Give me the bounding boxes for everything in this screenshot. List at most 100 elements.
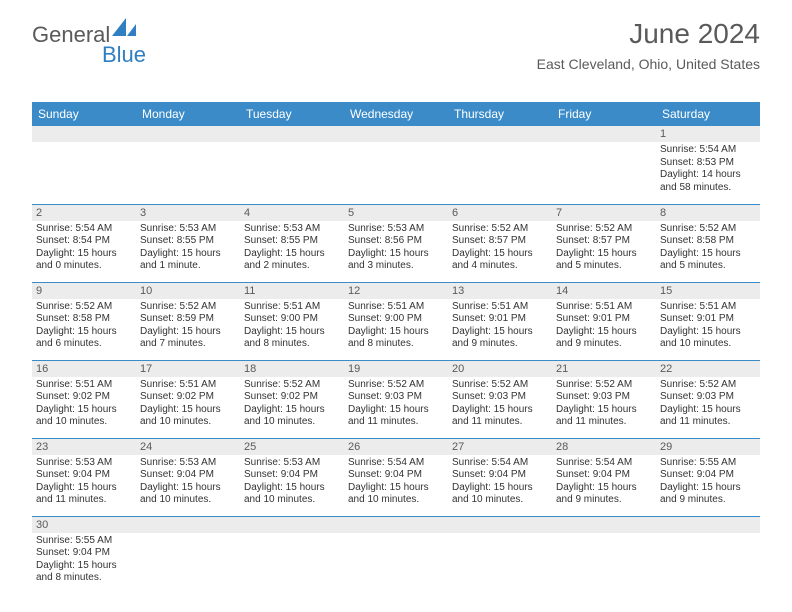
daylight-text: Daylight: 15 hours and 11 minutes. [452, 404, 548, 429]
day-number-empty [448, 126, 552, 142]
sunrise-text: Sunrise: 5:54 AM [452, 457, 548, 470]
sunrise-text: Sunrise: 5:51 AM [36, 379, 132, 392]
sunrise-text: Sunrise: 5:55 AM [36, 535, 132, 548]
day-number: 18 [240, 361, 344, 377]
day-number: 28 [552, 439, 656, 455]
sunrise-text: Sunrise: 5:52 AM [36, 301, 132, 314]
day-cell: 6Sunrise: 5:52 AMSunset: 8:57 PMDaylight… [448, 204, 552, 282]
daylight-text: Daylight: 15 hours and 9 minutes. [660, 482, 756, 507]
sunrise-text: Sunrise: 5:51 AM [140, 379, 236, 392]
sunrise-text: Sunrise: 5:51 AM [660, 301, 756, 314]
daylight-text: Daylight: 15 hours and 10 minutes. [660, 326, 756, 351]
day-number: 3 [136, 205, 240, 221]
day-number: 16 [32, 361, 136, 377]
day-cell: 7Sunrise: 5:52 AMSunset: 8:57 PMDaylight… [552, 204, 656, 282]
day-cell: 5Sunrise: 5:53 AMSunset: 8:56 PMDaylight… [344, 204, 448, 282]
day-number: 14 [552, 283, 656, 299]
day-cell: 9Sunrise: 5:52 AMSunset: 8:58 PMDaylight… [32, 282, 136, 360]
day-body: Sunrise: 5:54 AMSunset: 8:54 PMDaylight:… [32, 221, 136, 275]
sunset-text: Sunset: 8:57 PM [556, 235, 652, 248]
day-number-empty [552, 517, 656, 533]
weekday-header-row: Sunday Monday Tuesday Wednesday Thursday… [32, 102, 760, 126]
sunset-text: Sunset: 9:02 PM [36, 391, 132, 404]
sunrise-text: Sunrise: 5:52 AM [348, 379, 444, 392]
day-cell [448, 126, 552, 204]
sunrise-text: Sunrise: 5:54 AM [660, 144, 756, 157]
day-body: Sunrise: 5:52 AMSunset: 9:02 PMDaylight:… [240, 377, 344, 431]
day-number: 25 [240, 439, 344, 455]
daylight-text: Daylight: 15 hours and 10 minutes. [36, 404, 132, 429]
day-cell: 25Sunrise: 5:53 AMSunset: 9:04 PMDayligh… [240, 438, 344, 516]
day-cell: 27Sunrise: 5:54 AMSunset: 9:04 PMDayligh… [448, 438, 552, 516]
sunset-text: Sunset: 9:02 PM [140, 391, 236, 404]
day-body: Sunrise: 5:52 AMSunset: 8:57 PMDaylight:… [448, 221, 552, 275]
sunrise-text: Sunrise: 5:51 AM [452, 301, 548, 314]
week-row: 1Sunrise: 5:54 AMSunset: 8:53 PMDaylight… [32, 126, 760, 204]
weekday-header: Sunday [32, 102, 136, 126]
weekday-header: Wednesday [344, 102, 448, 126]
daylight-text: Daylight: 15 hours and 11 minutes. [660, 404, 756, 429]
day-cell: 24Sunrise: 5:53 AMSunset: 9:04 PMDayligh… [136, 438, 240, 516]
sunrise-text: Sunrise: 5:52 AM [140, 301, 236, 314]
sunset-text: Sunset: 8:55 PM [244, 235, 340, 248]
sunset-text: Sunset: 9:00 PM [348, 313, 444, 326]
daylight-text: Daylight: 15 hours and 10 minutes. [452, 482, 548, 507]
sunset-text: Sunset: 9:01 PM [556, 313, 652, 326]
day-number-empty [344, 126, 448, 142]
day-cell: 18Sunrise: 5:52 AMSunset: 9:02 PMDayligh… [240, 360, 344, 438]
day-cell [656, 516, 760, 594]
weekday-header: Monday [136, 102, 240, 126]
logo-text-blue: Blue [102, 42, 146, 67]
day-cell: 30Sunrise: 5:55 AMSunset: 9:04 PMDayligh… [32, 516, 136, 594]
week-row: 2Sunrise: 5:54 AMSunset: 8:54 PMDaylight… [32, 204, 760, 282]
daylight-text: Daylight: 15 hours and 10 minutes. [140, 404, 236, 429]
daylight-text: Daylight: 15 hours and 0 minutes. [36, 248, 132, 273]
week-row: 23Sunrise: 5:53 AMSunset: 9:04 PMDayligh… [32, 438, 760, 516]
day-number: 5 [344, 205, 448, 221]
day-cell: 8Sunrise: 5:52 AMSunset: 8:58 PMDaylight… [656, 204, 760, 282]
day-body: Sunrise: 5:53 AMSunset: 8:55 PMDaylight:… [240, 221, 344, 275]
sunset-text: Sunset: 9:02 PM [244, 391, 340, 404]
week-row: 30Sunrise: 5:55 AMSunset: 9:04 PMDayligh… [32, 516, 760, 594]
daylight-text: Daylight: 15 hours and 4 minutes. [452, 248, 548, 273]
sunset-text: Sunset: 9:04 PM [36, 469, 132, 482]
day-cell: 10Sunrise: 5:52 AMSunset: 8:59 PMDayligh… [136, 282, 240, 360]
daylight-text: Daylight: 14 hours and 58 minutes. [660, 169, 756, 194]
sunrise-text: Sunrise: 5:52 AM [660, 379, 756, 392]
daylight-text: Daylight: 15 hours and 8 minutes. [244, 326, 340, 351]
day-number: 7 [552, 205, 656, 221]
daylight-text: Daylight: 15 hours and 7 minutes. [140, 326, 236, 351]
day-cell: 2Sunrise: 5:54 AMSunset: 8:54 PMDaylight… [32, 204, 136, 282]
day-cell [136, 516, 240, 594]
daylight-text: Daylight: 15 hours and 2 minutes. [244, 248, 340, 273]
sunset-text: Sunset: 9:04 PM [348, 469, 444, 482]
sunset-text: Sunset: 9:03 PM [556, 391, 652, 404]
day-body: Sunrise: 5:51 AMSunset: 9:01 PMDaylight:… [552, 299, 656, 353]
day-body: Sunrise: 5:55 AMSunset: 9:04 PMDaylight:… [656, 455, 760, 509]
day-cell: 28Sunrise: 5:54 AMSunset: 9:04 PMDayligh… [552, 438, 656, 516]
day-body: Sunrise: 5:54 AMSunset: 9:04 PMDaylight:… [344, 455, 448, 509]
day-body: Sunrise: 5:52 AMSunset: 9:03 PMDaylight:… [552, 377, 656, 431]
sunset-text: Sunset: 8:57 PM [452, 235, 548, 248]
daylight-text: Daylight: 15 hours and 11 minutes. [348, 404, 444, 429]
day-cell: 3Sunrise: 5:53 AMSunset: 8:55 PMDaylight… [136, 204, 240, 282]
day-cell [344, 126, 448, 204]
day-cell [552, 516, 656, 594]
sunrise-text: Sunrise: 5:51 AM [348, 301, 444, 314]
weekday-header: Friday [552, 102, 656, 126]
sunset-text: Sunset: 9:04 PM [36, 547, 132, 560]
sunset-text: Sunset: 8:59 PM [140, 313, 236, 326]
day-number: 29 [656, 439, 760, 455]
day-cell: 1Sunrise: 5:54 AMSunset: 8:53 PMDaylight… [656, 126, 760, 204]
sunrise-text: Sunrise: 5:52 AM [556, 223, 652, 236]
month-title: June 2024 [537, 18, 760, 50]
daylight-text: Daylight: 15 hours and 8 minutes. [348, 326, 444, 351]
sunrise-text: Sunrise: 5:55 AM [660, 457, 756, 470]
day-body: Sunrise: 5:52 AMSunset: 8:58 PMDaylight:… [656, 221, 760, 275]
day-body: Sunrise: 5:53 AMSunset: 9:04 PMDaylight:… [240, 455, 344, 509]
day-number: 24 [136, 439, 240, 455]
sunrise-text: Sunrise: 5:51 AM [556, 301, 652, 314]
day-cell: 13Sunrise: 5:51 AMSunset: 9:01 PMDayligh… [448, 282, 552, 360]
day-number: 2 [32, 205, 136, 221]
logo-sail-icon [112, 18, 138, 41]
